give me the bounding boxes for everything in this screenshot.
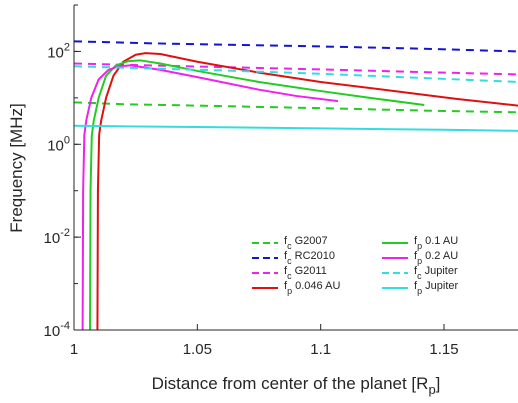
x-axis-label: Distance from center of the planet [Rp] (152, 374, 441, 397)
legend-entry: fc Jupiter (382, 265, 458, 281)
series-line-fp-jupiter (74, 124, 518, 132)
legend-entry: fc G2007 (252, 235, 328, 251)
legend-label: fc Jupiter (414, 265, 458, 281)
y-tick-label: 102 (47, 41, 70, 61)
x-tick-label: 1.05 (183, 341, 212, 358)
legend-label: fc G2007 (284, 235, 328, 251)
y-axis-label: Frequency [MHz] (7, 103, 26, 232)
plot-area (74, 5, 518, 330)
legend-label: fp Jupiter (414, 280, 458, 296)
legend-label: fc G2011 (284, 265, 327, 281)
series-line-fc-g2007 (74, 101, 518, 114)
legend-label: fp 0.046 AU (284, 280, 340, 296)
x-tick-label: 1.1 (310, 341, 331, 358)
series-line-fc-jupiter (74, 65, 518, 83)
x-axis-label-subscript: p (428, 382, 435, 397)
y-tick-label: 10-2 (44, 227, 70, 247)
legend-entry: fp 0.1 AU (382, 235, 458, 251)
series-line-fc-rc2010 (74, 40, 518, 53)
series-layer (74, 40, 518, 330)
x-tick-label: 1.15 (429, 341, 458, 358)
y-tick-label: 10-4 (44, 320, 70, 340)
legend-entry: fp 0.046 AU (252, 280, 340, 296)
legend-entry: fc RC2010 (252, 250, 335, 266)
series-line-fp-0-2-au (81, 64, 339, 330)
legend-entry: fp 0.2 AU (382, 250, 458, 266)
y-tick-label: 100 (47, 134, 70, 154)
legend-entry: fp Jupiter (382, 280, 458, 296)
legend-entry: fc G2011 (252, 265, 327, 281)
series-line-fp-0-1-au (89, 59, 425, 330)
x-tick-label: 1 (70, 341, 78, 358)
legend-label: fp 0.1 AU (414, 235, 458, 251)
legend-label: fp 0.2 AU (414, 250, 458, 266)
series-line-fp-0-046-au (96, 52, 518, 330)
legend-label: fc RC2010 (284, 250, 335, 266)
series-line-fc-g2011 (74, 62, 518, 76)
axes-layer: 10-4 10-2 100 102 1 1.05 1.1 1.15 (44, 4, 518, 358)
